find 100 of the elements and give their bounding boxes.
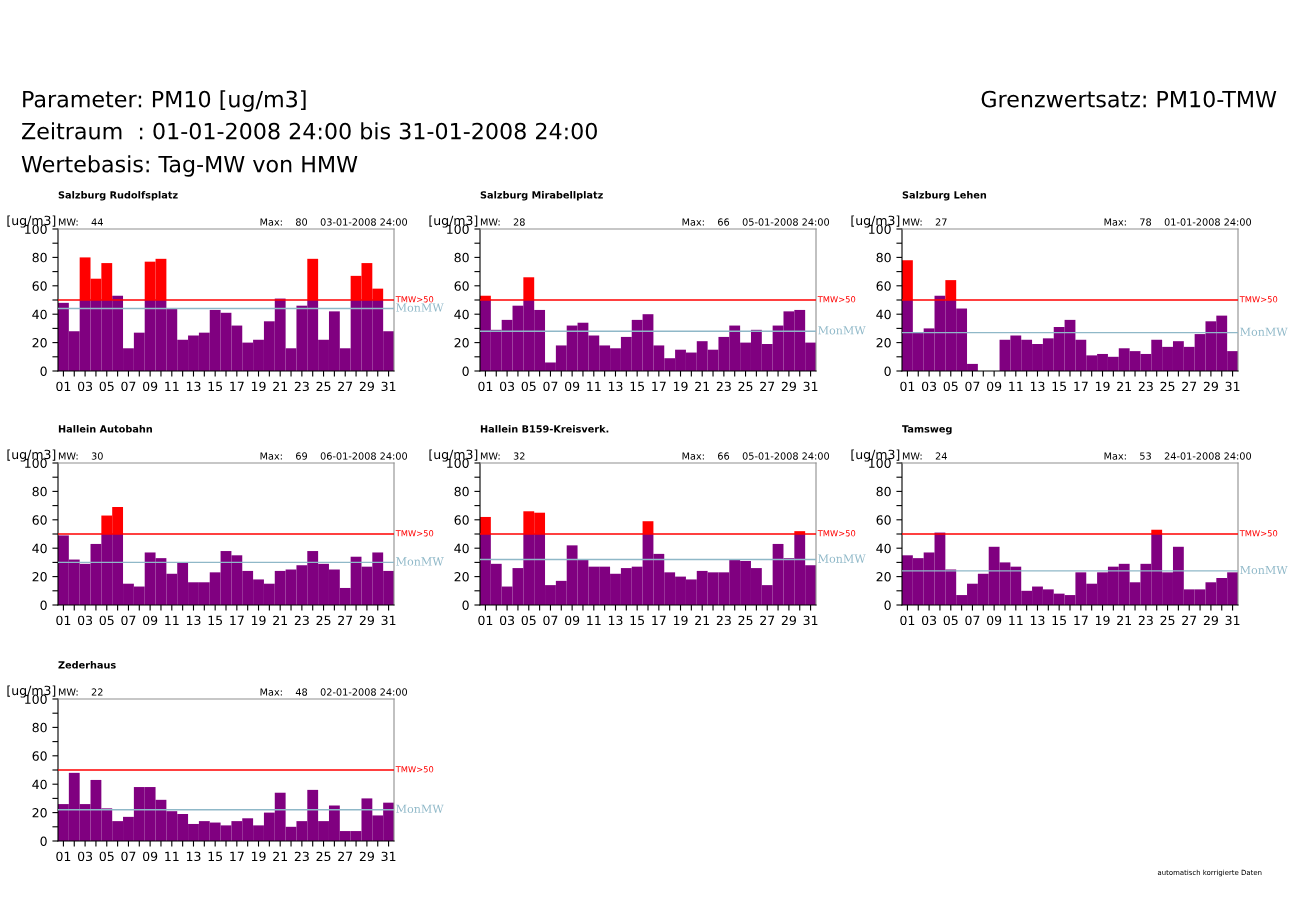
x-tick-label: 17 bbox=[652, 381, 666, 391]
text: Zeitraum : 01-01-2008 24:00 bis 31-01-2008 24:00 bbox=[22, 122, 597, 140]
x-tick-label: 13 bbox=[1030, 381, 1045, 392]
x-tick-label: 31 bbox=[803, 381, 818, 392]
x-tick-label: 13 bbox=[608, 615, 623, 626]
x-tick-label: 15 bbox=[208, 381, 223, 392]
y-tick-label: 0 bbox=[462, 600, 469, 610]
x-tick-label: 23 bbox=[294, 381, 309, 392]
text: Max: 80 bbox=[260, 218, 308, 226]
text: Max: 69 bbox=[260, 452, 308, 460]
x-tick-label: 13 bbox=[186, 615, 201, 626]
x-tick-label: 09 bbox=[565, 381, 580, 392]
y-tick-label: 0 bbox=[884, 600, 891, 610]
x-tick-label: 15 bbox=[208, 851, 223, 862]
x-tick-label: 09 bbox=[565, 615, 580, 626]
x-tick-label: 13 bbox=[1030, 615, 1045, 626]
text: Max: 53 bbox=[1104, 452, 1151, 460]
text: MW: 27 bbox=[902, 218, 947, 226]
y-tick-label: 0 bbox=[40, 836, 47, 846]
x-tick-label: 29 bbox=[1203, 381, 1218, 392]
y-tick-label: 0 bbox=[462, 366, 469, 376]
y-tick-label: 60 bbox=[32, 751, 47, 761]
y-tick-label: 80 bbox=[876, 486, 891, 497]
x-tick-label: 07 bbox=[965, 381, 980, 392]
y-tick-label: 60 bbox=[876, 515, 891, 525]
ref-line-label: MonMW bbox=[1240, 565, 1288, 575]
x-tick-label: 23 bbox=[716, 381, 731, 392]
x-tick-label: 27 bbox=[338, 381, 353, 391]
text: 05-01-2008 24:00 bbox=[742, 218, 830, 226]
text: MW: 24 bbox=[902, 452, 947, 460]
x-tick-label: 03 bbox=[77, 615, 93, 626]
x-tick-label: 19 bbox=[251, 615, 266, 626]
x-tick-label: 19 bbox=[251, 381, 266, 392]
chart-title: Zederhaus bbox=[58, 661, 116, 669]
text: Max: 48 bbox=[260, 688, 308, 696]
x-tick-label: 21 bbox=[1117, 381, 1131, 391]
text: MW: 44 bbox=[58, 218, 103, 226]
x-tick-label: 07 bbox=[543, 615, 558, 626]
x-tick-label: 05 bbox=[521, 381, 536, 392]
y-tick-label: 80 bbox=[454, 252, 469, 263]
x-tick-label: 11 bbox=[1009, 381, 1023, 391]
x-tick-label: 15 bbox=[630, 615, 645, 626]
ref-line-label: MonMW bbox=[818, 554, 866, 563]
x-tick-label: 17 bbox=[1074, 381, 1088, 391]
x-tick-label: 05 bbox=[521, 615, 536, 626]
x-tick-label: 31 bbox=[381, 615, 396, 626]
y-tick-label: 40 bbox=[454, 543, 469, 554]
x-tick-label: 11 bbox=[587, 615, 601, 625]
x-tick-label: 27 bbox=[338, 615, 353, 625]
y-tick-label: 20 bbox=[32, 572, 47, 582]
ref-line-label: MonMW bbox=[396, 804, 444, 813]
text: 03-01-2008 24:00 bbox=[320, 218, 408, 226]
x-tick-label: 25 bbox=[316, 851, 331, 862]
y-tick-label: 0 bbox=[40, 366, 47, 376]
ref-line-label: TMW>50 bbox=[395, 766, 434, 773]
x-tick-label: 09 bbox=[143, 615, 158, 626]
x-tick-label: 19 bbox=[673, 381, 688, 392]
x-tick-label: 29 bbox=[359, 851, 374, 862]
x-tick-label: 25 bbox=[738, 381, 753, 392]
x-tick-label: 01 bbox=[56, 381, 71, 392]
x-tick-label: 17 bbox=[230, 615, 244, 625]
ref-line-label: TMW>50 bbox=[817, 296, 856, 303]
x-tick-label: 27 bbox=[760, 381, 775, 391]
x-tick-label: 11 bbox=[1009, 615, 1023, 625]
x-tick-label: 25 bbox=[1160, 381, 1175, 392]
y-tick-label: 60 bbox=[876, 281, 891, 291]
x-tick-label: 27 bbox=[1182, 615, 1197, 625]
x-tick-label: 27 bbox=[760, 615, 775, 625]
text: Max: 66 bbox=[682, 218, 730, 226]
y-tick-label: 0 bbox=[40, 600, 47, 610]
x-tick-label: 27 bbox=[338, 851, 353, 861]
x-tick-label: 19 bbox=[251, 851, 266, 862]
x-tick-label: 15 bbox=[1052, 381, 1067, 392]
x-tick-label: 07 bbox=[121, 381, 136, 392]
x-tick-label: 07 bbox=[965, 615, 980, 626]
ref-line-label: MonMW bbox=[818, 326, 866, 335]
ref-line-label: MonMW bbox=[396, 557, 444, 566]
x-tick-label: 05 bbox=[99, 851, 114, 862]
x-tick-label: 23 bbox=[1138, 615, 1153, 626]
ref-line-label: TMW>50 bbox=[395, 530, 434, 537]
x-tick-label: 31 bbox=[803, 615, 818, 626]
x-tick-label: 25 bbox=[1160, 615, 1175, 626]
y-tick-label: 60 bbox=[454, 281, 469, 291]
x-tick-label: 21 bbox=[695, 381, 709, 391]
y-tick-label: 40 bbox=[876, 543, 891, 554]
y-tick-label: 20 bbox=[32, 808, 47, 818]
x-tick-label: 09 bbox=[987, 615, 1002, 626]
y-tick-label: 20 bbox=[454, 572, 469, 582]
x-tick-label: 15 bbox=[1052, 615, 1067, 626]
chart-title: Hallein B159-Kreisverk. bbox=[480, 425, 609, 433]
text: 06-01-2008 24:00 bbox=[320, 452, 408, 460]
x-tick-label: 31 bbox=[1225, 615, 1240, 626]
x-tick-label: 09 bbox=[143, 381, 158, 392]
x-tick-label: 03 bbox=[499, 381, 515, 392]
y-tick-label: 60 bbox=[32, 281, 47, 291]
ref-line-label: TMW>50 bbox=[1239, 530, 1278, 537]
ref-line-label: TMW>50 bbox=[395, 296, 434, 303]
x-tick-label: 23 bbox=[716, 615, 731, 626]
x-tick-label: 03 bbox=[77, 381, 93, 392]
x-tick-label: 01 bbox=[900, 615, 915, 626]
